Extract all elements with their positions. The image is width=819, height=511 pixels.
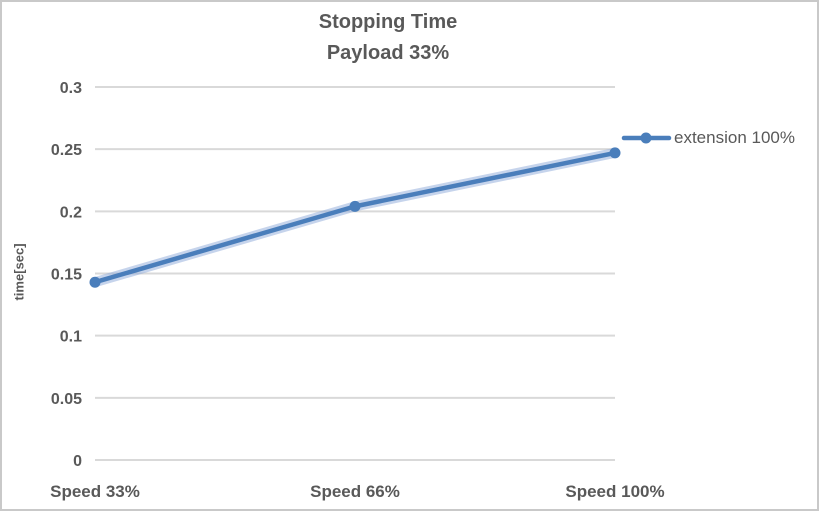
y-tick-label: 0 — [73, 453, 82, 470]
chart-title: Stopping Time Payload 33% — [2, 7, 774, 69]
y-tick-label: 0.1 — [60, 329, 82, 346]
data-point-marker — [609, 147, 621, 159]
y-tick-label: 0.05 — [51, 391, 82, 408]
x-axis-label: Speed 66% — [310, 482, 400, 501]
legend-entry-label: extension 100% — [674, 128, 795, 147]
y-tick-label: 0.2 — [60, 204, 82, 221]
chart-title-line-2: Payload 33% — [326, 42, 450, 64]
series-halo — [90, 147, 620, 288]
chart-title-line-1: Stopping Time — [318, 11, 458, 33]
data-point-marker — [349, 200, 361, 212]
x-axis-label: Speed 33% — [50, 482, 140, 501]
x-axis-label: Speed 100% — [565, 482, 664, 501]
y-tick-label: 0.3 — [60, 80, 82, 97]
y-tick-label: 0.15 — [51, 267, 82, 284]
data-point-marker — [89, 276, 101, 288]
legend-marker — [640, 132, 652, 144]
y-tick-label: 0.25 — [51, 142, 82, 159]
y-axis-title: time[sec] — [11, 243, 27, 301]
